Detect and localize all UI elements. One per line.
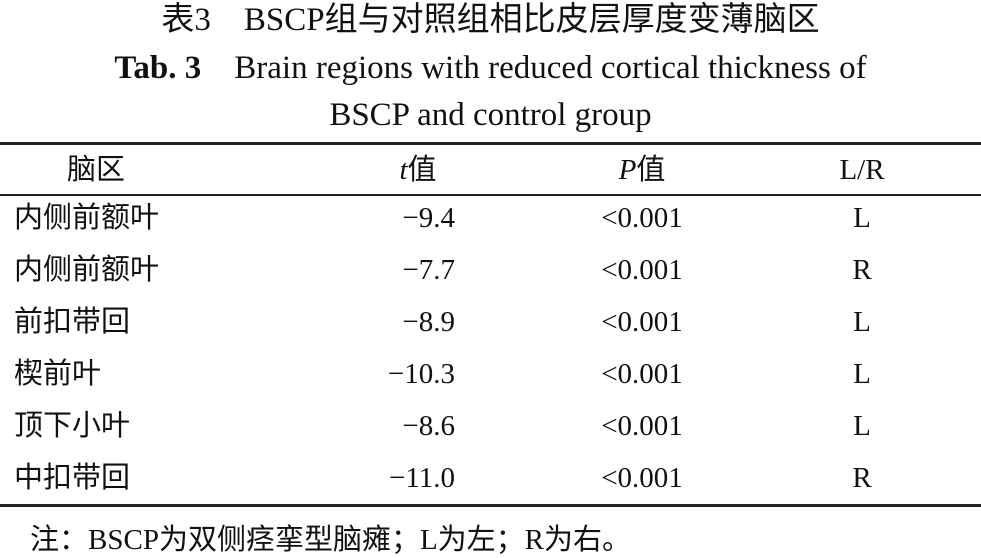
region-cell: 内侧前额叶 <box>14 202 160 234</box>
t-value-cell: −7.7 <box>402 254 455 286</box>
t-value-cell: −8.6 <box>402 410 455 442</box>
top-rule <box>0 142 981 145</box>
note: 注：BSCP为双侧痉挛型脑瘫；L为左；R为右。 <box>30 524 632 556</box>
t-value-cell: −8.9 <box>402 306 455 338</box>
side-cell: R <box>852 462 872 494</box>
p-value-cell: <0.001 <box>601 202 683 234</box>
bottom-rule <box>0 504 981 507</box>
side-cell: L <box>853 410 871 442</box>
region-cell: 顶下小叶 <box>14 410 131 442</box>
p-value-cell: <0.001 <box>601 358 683 390</box>
t-value-cell: −10.3 <box>387 358 455 390</box>
header-cell: t值 <box>268 156 568 185</box>
p-value-cell: <0.001 <box>601 462 683 494</box>
header-text: 值 <box>636 154 666 186</box>
side-cell: L <box>853 202 871 234</box>
side-cell: R <box>852 254 872 286</box>
region-cell: 楔前叶 <box>14 358 102 390</box>
header-cell: P值 <box>492 156 792 185</box>
title-en: Tab. 3 Brain regions with reduced cortic… <box>0 52 981 85</box>
t-value-cell: −11.0 <box>388 462 455 494</box>
region-cell: 前扣带回 <box>14 306 131 338</box>
header-text: 值 <box>407 154 437 186</box>
header-cell: 脑区 <box>66 154 125 186</box>
p-value-cell: <0.001 <box>601 306 683 338</box>
region-cell: 中扣带回 <box>14 462 131 494</box>
title-en-line: Brain regions with reduced cortical thic… <box>234 50 867 86</box>
header-rule <box>0 194 981 196</box>
header-cell: L/R <box>839 154 885 186</box>
side-cell: L <box>853 358 871 390</box>
t-value-cell: −9.4 <box>402 202 455 234</box>
region-cell: 内侧前额叶 <box>14 254 160 286</box>
p-value-cell: <0.001 <box>601 410 683 442</box>
header-italic: t <box>399 154 408 186</box>
header-italic: P <box>618 154 637 186</box>
p-value-cell: <0.001 <box>601 254 683 286</box>
title-zh: 表3 BSCP组与对照组相比皮层厚度变薄脑区 <box>161 2 820 38</box>
side-cell: L <box>853 306 871 338</box>
title-en-2: BSCP and control group <box>329 97 652 133</box>
title-label: Tab. 3 <box>114 50 202 86</box>
